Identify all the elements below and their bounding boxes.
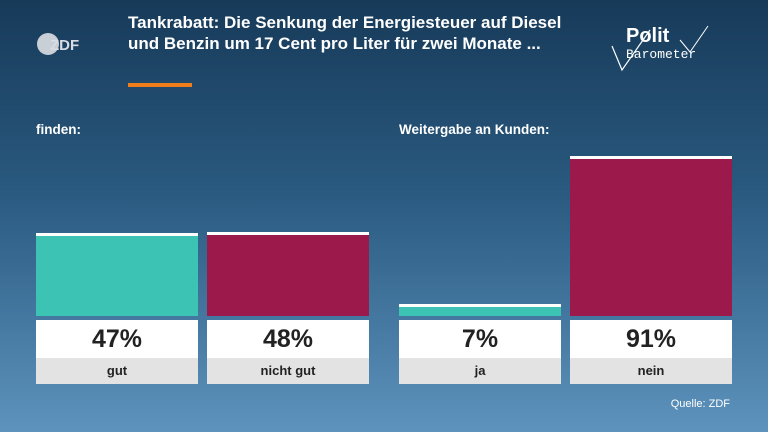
bar-gut bbox=[36, 236, 198, 316]
chart-title: Tankrabatt: Die Senkung der Energiesteue… bbox=[128, 13, 562, 53]
group-label-weitergabe: Weitergabe an Kunden: bbox=[399, 122, 550, 137]
bar-cap-gut bbox=[36, 233, 198, 236]
value-label-ja: 7% bbox=[399, 320, 561, 358]
bar-nein bbox=[570, 159, 732, 316]
bar-cap-ja bbox=[399, 304, 561, 307]
svg-text:Polit: Polit bbox=[626, 25, 670, 47]
value-label-nein: 91% bbox=[570, 320, 732, 358]
title-underline bbox=[128, 83, 192, 87]
bar-cap-nein bbox=[570, 156, 732, 159]
bar-cap-nicht-gut bbox=[207, 232, 369, 235]
group-label-finden: finden: bbox=[36, 122, 81, 137]
svg-text:Barometer: Barometer bbox=[626, 47, 696, 62]
bar-area bbox=[207, 140, 369, 316]
bar-nicht-gut bbox=[207, 235, 369, 316]
bar-area bbox=[570, 140, 732, 316]
bar-unit-ja: 7% ja bbox=[399, 140, 561, 384]
zdf-logo: ZDF bbox=[37, 33, 79, 55]
politbarometer-logo: Polit Barometer bbox=[611, 25, 709, 72]
bar-area bbox=[36, 140, 198, 316]
category-label-ja: ja bbox=[399, 358, 561, 384]
category-label-nicht-gut: nicht gut bbox=[207, 358, 369, 384]
bar-unit-nicht-gut: 48% nicht gut bbox=[207, 140, 369, 384]
svg-text:ZDF: ZDF bbox=[50, 37, 79, 54]
source-note: Quelle: ZDF bbox=[670, 398, 730, 410]
category-label-nein: nein bbox=[570, 358, 732, 384]
bar-area bbox=[399, 140, 561, 316]
bar-unit-gut: 47% gut bbox=[36, 140, 198, 384]
bar-unit-nein: 91% nein bbox=[570, 140, 732, 384]
value-label-gut: 47% bbox=[36, 320, 198, 358]
value-label-nicht-gut: 48% bbox=[207, 320, 369, 358]
category-label-gut: gut bbox=[36, 358, 198, 384]
bar-ja bbox=[399, 307, 561, 316]
